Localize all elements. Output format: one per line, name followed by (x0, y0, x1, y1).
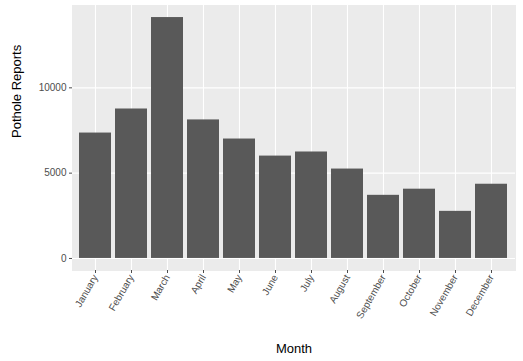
svg-text:December: December (463, 272, 496, 318)
svg-text:Pothole Reports: Pothole Reports (9, 44, 24, 138)
svg-text:April: April (188, 273, 208, 296)
svg-text:July: July (298, 273, 316, 294)
svg-text:November: November (427, 272, 460, 318)
svg-text:Month: Month (276, 341, 312, 356)
svg-text:5000: 5000 (44, 167, 67, 178)
svg-text:October: October (397, 272, 425, 309)
svg-text:March: March (149, 273, 172, 303)
svg-text:January: January (73, 273, 100, 309)
svg-text:May: May (225, 273, 244, 295)
svg-text:10000: 10000 (39, 82, 67, 93)
svg-text:February: February (106, 273, 136, 313)
svg-text:June: June (260, 272, 281, 297)
svg-text:August: August (327, 272, 352, 305)
svg-text:September: September (354, 272, 388, 320)
svg-text:0: 0 (61, 253, 67, 264)
